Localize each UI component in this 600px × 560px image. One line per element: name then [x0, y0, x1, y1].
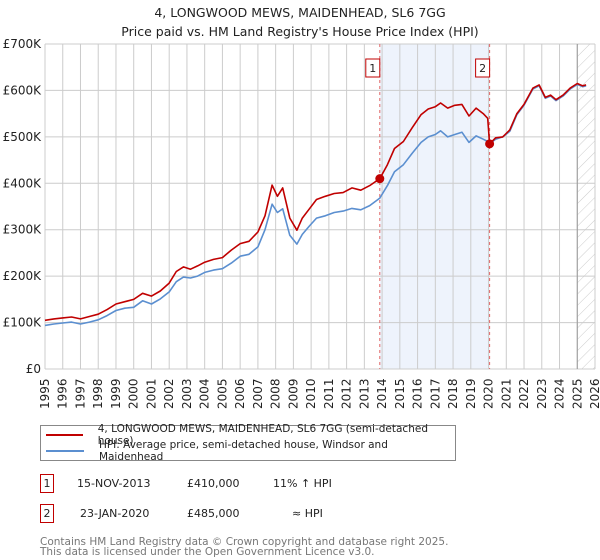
transaction-marker-badge: 1 — [40, 473, 54, 493]
y-tick-label: £500K — [3, 130, 43, 144]
transaction-label-box — [475, 58, 491, 78]
x-tick-label: 2001 — [144, 378, 158, 409]
x-tick-label: 2022 — [517, 378, 531, 409]
x-tick-label: 2019 — [464, 378, 478, 409]
transaction-label: 1 — [369, 62, 376, 75]
property-price-line — [44, 82, 587, 322]
y-tick-label: £400K — [3, 176, 43, 190]
y-tick-label: £0 — [26, 362, 41, 376]
ownership-period-shade — [379, 44, 490, 369]
transaction-hpi-comparison: 11% ↑ HPI — [273, 476, 332, 490]
chart-legend: 4, LONGWOOD MEWS, MAIDENHEAD, SL6 7GG (s… — [40, 423, 456, 463]
x-tick-label: 2007 — [251, 378, 265, 409]
x-tick-label: 2009 — [286, 378, 300, 409]
transaction-date: 15-NOV-2013 — [77, 476, 151, 490]
transaction-hpi-comparison: ≈ HPI — [292, 506, 323, 520]
hatched-future-region — [577, 44, 595, 369]
transaction-label: 2 — [479, 62, 486, 75]
legend-swatch-property — [46, 434, 83, 436]
x-tick-label: 2026 — [588, 378, 600, 409]
x-tick-label: 2016 — [411, 378, 425, 409]
x-tick-label: 2010 — [304, 378, 318, 409]
transaction-row: 1 15-NOV-2013 £410,000 11% ↑ HPI — [40, 472, 440, 494]
x-tick-label: 1998 — [91, 378, 105, 409]
attribution: Contains HM Land Registry data © Crown c… — [40, 536, 449, 558]
legend-label-hpi: HPI: Average price, semi-detached house,… — [98, 439, 388, 463]
x-tick-label: 2023 — [535, 378, 549, 409]
y-tick-label: £300K — [3, 223, 43, 237]
attribution-line-1: Contains HM Land Registry data © Crown c… — [40, 536, 449, 548]
transaction-point — [485, 139, 495, 149]
x-tick-label: 2020 — [482, 378, 496, 409]
x-tick-label: 2018 — [446, 378, 460, 409]
transaction-point — [375, 174, 385, 184]
x-tick-label: 2002 — [162, 378, 176, 409]
x-tick-label: 2017 — [428, 378, 442, 409]
x-tick-label: 2004 — [198, 378, 212, 409]
y-tick-label: £700K — [3, 37, 43, 51]
x-tick-label: 2003 — [180, 378, 194, 409]
transaction-label-box — [365, 58, 381, 78]
transaction-date: 23-JAN-2020 — [80, 506, 150, 520]
legend-item-property: 4, LONGWOOD MEWS, MAIDENHEAD, SL6 7GG (s… — [41, 423, 455, 447]
x-tick-label: 2021 — [499, 378, 513, 409]
x-tick-label: 2008 — [269, 378, 283, 409]
x-tick-label: 1996 — [56, 378, 70, 409]
x-tick-label: 2006 — [233, 378, 247, 409]
transaction-price: £485,000 — [187, 506, 240, 520]
price-chart: 1 2 £0 £100K £200K £300K £400K £500K £600K £700K… — [3, 37, 600, 409]
legend-label-property: 4, LONGWOOD MEWS, MAIDENHEAD, SL6 7GG (s… — [97, 423, 428, 447]
transaction-price: £410,000 — [187, 476, 240, 490]
x-tick-label: 1997 — [73, 378, 87, 409]
legend-item-hpi: HPI: Average price, semi-detached house,… — [41, 439, 455, 463]
y-tick-label: £100K — [3, 316, 43, 330]
transaction-row: 2 23-JAN-2020 £485,000 ≈ HPI — [40, 502, 440, 524]
x-tick-label: 2015 — [393, 378, 407, 409]
y-tick-label: £200K — [3, 269, 43, 283]
x-tick-label: 1999 — [109, 378, 123, 409]
x-tick-label: 2025 — [570, 378, 584, 409]
attribution-line-2: This data is licensed under the Open Gov… — [40, 546, 375, 558]
x-tick-label: 2014 — [375, 378, 389, 409]
x-tick-label: 2005 — [215, 378, 229, 409]
chart-subtitle: Price paid vs. HM Land Registry's House … — [121, 24, 479, 39]
y-tick-label: £600K — [3, 83, 43, 97]
hpi-line — [44, 83, 587, 327]
x-tick-label: 2024 — [553, 378, 567, 409]
x-tick-label: 2011 — [322, 378, 336, 409]
x-tick-label: 2012 — [340, 378, 354, 409]
transaction-marker-badge: 2 — [40, 503, 54, 523]
x-tick-label: 2013 — [357, 378, 371, 409]
x-tick-label: 2000 — [127, 378, 141, 409]
chart-title: 4, LONGWOOD MEWS, MAIDENHEAD, SL6 7GG — [154, 5, 446, 20]
legend-swatch-hpi — [46, 450, 84, 452]
x-tick-label: 1995 — [38, 378, 52, 409]
